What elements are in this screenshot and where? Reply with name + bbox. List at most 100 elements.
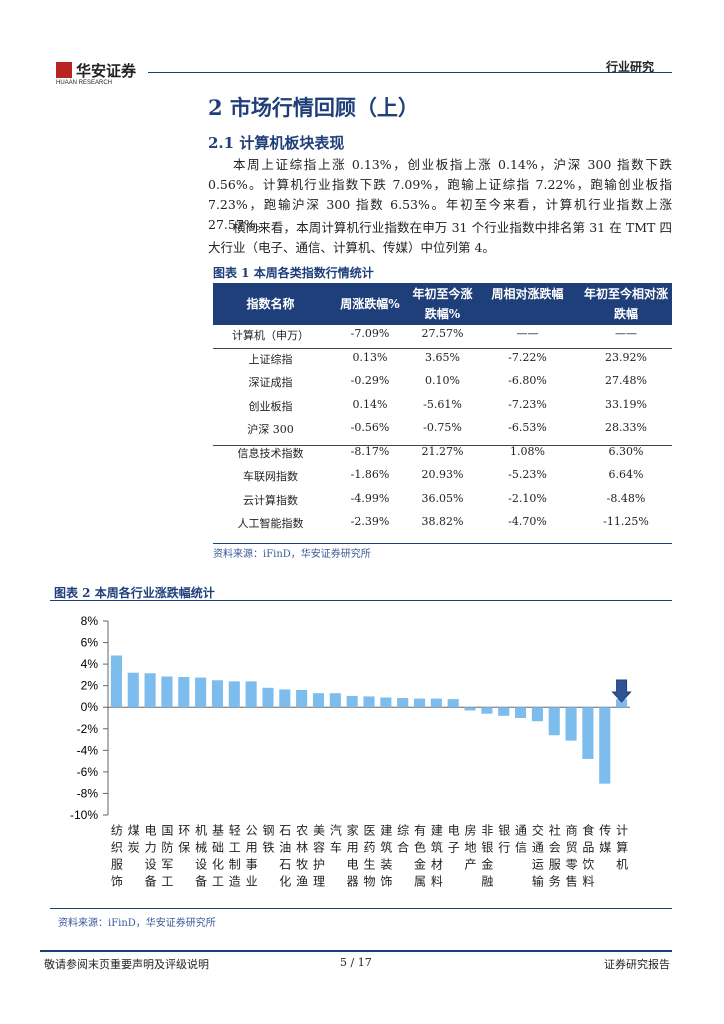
table-cell: 人工智能指数 [237, 517, 304, 530]
page-number: 5 / 17 [340, 956, 372, 969]
table-cell: -11.25% [603, 515, 649, 528]
table-cell: 6.64% [608, 468, 644, 481]
bar [346, 695, 358, 708]
x-tick-label: 基础化工 [210, 824, 225, 892]
bar [262, 687, 274, 708]
x-tick-label: 商贸零售 [564, 824, 579, 892]
table-cell: -6.53% [508, 421, 547, 434]
x-tick-label: 电力设备 [143, 824, 158, 892]
chart-rule [50, 600, 672, 601]
x-tick-label: 公用事业 [244, 824, 259, 892]
x-tick-label: 美容护理 [311, 824, 326, 892]
table-cell: -0.75% [423, 421, 462, 434]
bar [548, 707, 560, 736]
y-tick-label: 2% [81, 679, 99, 693]
table-header-cell: 指数名称 [246, 297, 295, 311]
table-cell: -4.99% [350, 491, 390, 505]
y-tick-label: 4% [81, 657, 99, 671]
bar [464, 707, 476, 711]
bar [329, 693, 341, 708]
footer-rule [40, 950, 672, 952]
x-tick-label: 有色金属 [412, 824, 427, 892]
x-tick-label: 综合 [395, 824, 410, 858]
bar [161, 676, 173, 708]
x-tick-label: 家用电器 [345, 824, 360, 892]
table-cell: 3.65% [425, 350, 460, 364]
table-cell: -1.86% [350, 468, 390, 481]
table-cell: -8.17% [350, 444, 390, 458]
table-rule [213, 543, 672, 544]
bar [279, 689, 291, 708]
bar [127, 672, 139, 708]
table-cell: -7.22% [508, 350, 547, 364]
table-cell: 20.93% [421, 468, 464, 481]
y-tick-label: -2% [77, 722, 99, 736]
x-tick-label: 建筑材料 [429, 824, 444, 892]
x-tick-label: 建筑装饰 [378, 824, 393, 892]
x-tick-label: 医药生物 [362, 824, 376, 892]
logo: 华安证券 [76, 62, 137, 80]
table-cell: 36.05% [421, 491, 464, 505]
bar [296, 689, 308, 708]
y-tick-label: -6% [77, 765, 99, 779]
table-cell: -7.23% [508, 397, 547, 411]
table-cell: 28.33% [605, 421, 647, 434]
table-cell: 1.08% [510, 444, 545, 458]
x-tick-label: 电子 [446, 824, 461, 858]
section-label: 行业研究 [606, 60, 655, 74]
bar [380, 697, 392, 708]
table-header-cell: 年初至今相对涨跌幅 [583, 287, 668, 321]
table-cell: 创业板指 [248, 399, 293, 413]
table-cell: 深证成指 [248, 376, 293, 389]
table-cell: 上证综指 [248, 352, 293, 366]
x-tick-label: 轻工制造 [227, 824, 242, 892]
x-tick-label: 纺织服饰 [109, 824, 124, 892]
table-cell: -2.39% [350, 515, 390, 528]
table-cell: 车联网指数 [243, 470, 298, 483]
x-tick-label: 汽车 [328, 824, 343, 858]
table-cell: -4.70% [508, 515, 547, 528]
x-tick-label: 银行 [496, 824, 511, 858]
x-tick-label: 机械设备 [193, 824, 208, 892]
table-cell: 23.92% [605, 350, 647, 364]
table-cell: 0.13% [352, 350, 388, 364]
arrow [611, 679, 632, 703]
table-header-cell: 周相对涨跌幅 [491, 287, 564, 301]
table-cell: 计算机（申万） [232, 329, 309, 342]
y-tick-label: 8% [81, 614, 99, 628]
bar [195, 677, 207, 708]
table-cell: -6.80% [508, 374, 547, 387]
table-header-cell: 年初至今涨跌幅% [412, 287, 473, 321]
table-source: 资料来源：iFinD，华安证券研究所 [213, 549, 371, 560]
bar [178, 677, 190, 708]
table-cell: 0.14% [352, 397, 388, 411]
x-tick-label: 食品饮料 [580, 824, 595, 892]
table-cell: -2.10% [508, 491, 547, 505]
bar [447, 699, 459, 708]
bar [110, 655, 122, 708]
table-header-cell: 周涨跌幅% [340, 297, 400, 311]
x-tick-label: 房地产 [463, 824, 478, 875]
table-cell: 38.82% [421, 515, 464, 528]
bar [363, 696, 375, 708]
x-tick-label: 钢铁 [260, 824, 275, 858]
footer-left: 敬请参阅末页重要声明及评级说明 [44, 958, 209, 971]
paragraph: 横向来看，本周计算机行业指数在申万 31 个行业指数中排名第 31 在 TMT … [208, 220, 672, 255]
x-tick-label: 农林牧渔 [294, 824, 309, 892]
chart-caption: 图表 2 本周各行业涨跌幅统计 [54, 586, 215, 600]
table-cell: 沪深 300 [247, 423, 294, 436]
subtitle: 2.1 计算机板块表现 [208, 134, 345, 152]
table-cell: 21.27% [421, 444, 464, 458]
bar [228, 681, 240, 708]
table-cell: -0.29% [350, 374, 390, 387]
bar [531, 707, 543, 722]
bar [144, 673, 156, 708]
chart-rule [50, 908, 672, 909]
table-cell: 0.10% [425, 374, 460, 387]
table-cell: -0.56% [350, 421, 390, 434]
title: 2 市场行情回顾（上） [208, 95, 419, 120]
table-cell: -5.23% [508, 468, 547, 481]
bar [211, 680, 224, 708]
